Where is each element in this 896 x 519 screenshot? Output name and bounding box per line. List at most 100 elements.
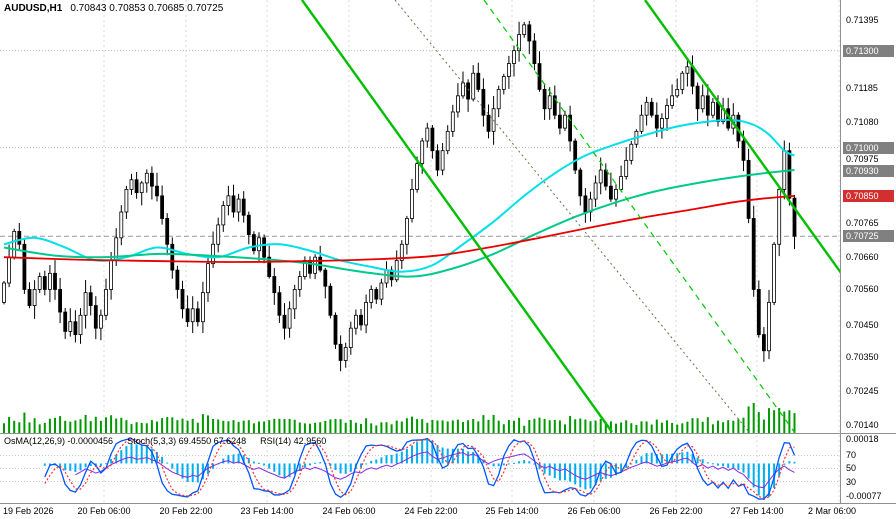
candle-body — [435, 150, 440, 171]
candle-body — [654, 114, 659, 129]
volume-bar — [405, 418, 408, 433]
candle-body — [63, 311, 68, 332]
osma-bar — [528, 461, 531, 464]
osma-bar — [201, 463, 204, 480]
candle-body — [512, 50, 516, 64]
volume-bar — [69, 421, 72, 433]
candle-body — [160, 195, 165, 219]
volume-bar — [48, 418, 51, 433]
osma-bar — [737, 463, 740, 470]
volume-bar — [635, 424, 638, 433]
volume-bar — [783, 411, 786, 433]
candle-body — [711, 101, 715, 116]
volume-bar — [599, 418, 602, 433]
candle-body — [99, 314, 103, 329]
candle-body — [563, 114, 567, 129]
osma-bar — [686, 451, 689, 464]
candle-body — [542, 88, 547, 110]
osma-bar — [762, 463, 765, 500]
osma-bar — [666, 454, 668, 464]
volume-bar — [28, 422, 31, 433]
volume-bar — [762, 419, 765, 433]
osma-bar — [273, 463, 276, 472]
osma-bar — [105, 463, 107, 465]
osma-bar — [620, 463, 623, 472]
volume-bar — [701, 421, 704, 433]
price-axis-label: 0.70450 — [846, 320, 879, 330]
volume-bar — [329, 419, 332, 433]
volume-bar — [538, 417, 541, 433]
volume-bar — [416, 419, 419, 433]
candle-body — [410, 189, 414, 219]
candle-body — [262, 237, 267, 258]
candle-body — [272, 276, 277, 294]
osma-bar — [625, 463, 628, 469]
volume-bar — [171, 417, 174, 433]
volume-bar — [349, 420, 352, 433]
volume-bar — [247, 420, 250, 433]
volume-bar — [609, 421, 612, 433]
volume-bar — [54, 417, 56, 433]
candle-body — [522, 24, 527, 35]
volume-bar — [207, 415, 209, 433]
volume-bar — [569, 415, 572, 433]
volume-bar — [604, 422, 607, 433]
osma-bar — [793, 461, 796, 464]
candle-body — [486, 114, 491, 132]
osma-bar — [298, 463, 301, 471]
price-level-badge: 0.71000 — [843, 142, 894, 154]
candle-body — [180, 289, 185, 310]
candle-body — [155, 185, 159, 197]
candle-body — [32, 289, 37, 306]
osma-bar — [319, 462, 322, 464]
price-axis-label: 0.71395 — [846, 15, 879, 25]
volume-bar — [8, 416, 11, 433]
candle-body — [241, 198, 246, 216]
descending-dotted-line — [394, 0, 750, 433]
osma-bar — [79, 463, 82, 471]
osma-bar — [696, 457, 699, 464]
stoch-legend: Stoch(5,3,3) 69.4550 67.6248 — [127, 436, 247, 446]
candle-body — [379, 282, 384, 300]
candle-body — [420, 140, 425, 165]
time-axis-label: 19 Feb 2026 — [3, 506, 54, 516]
candle-body — [762, 334, 766, 352]
osma-bar — [288, 463, 291, 478]
ohlc-values: 0.70843 0.70853 0.70685 0.70725 — [70, 3, 224, 14]
candle-body — [236, 198, 241, 213]
volume-bar — [732, 420, 735, 433]
candle-body — [680, 72, 685, 90]
osma-bar — [655, 453, 658, 464]
candle-body — [68, 321, 73, 332]
volume-bar — [99, 420, 102, 433]
osma-bar — [268, 463, 271, 469]
volume-bar — [462, 422, 464, 433]
volume-layer — [3, 403, 796, 433]
volume-bar — [487, 419, 490, 433]
osma-bar — [176, 463, 179, 474]
osma-bar — [283, 463, 286, 478]
candle-body — [165, 218, 170, 245]
candle-body — [624, 159, 629, 177]
candle-body — [547, 95, 552, 110]
volume-bar — [156, 421, 158, 433]
osma-bar — [365, 463, 368, 465]
candle-body — [690, 66, 695, 87]
candle-body — [206, 263, 210, 294]
volume-bar — [232, 420, 235, 433]
candle-body — [685, 66, 690, 74]
volume-bar — [319, 422, 322, 433]
volume-bar — [579, 418, 582, 433]
osma-bar — [278, 463, 281, 476]
volume-bar — [84, 414, 87, 433]
volume-bar — [615, 423, 617, 433]
volume-bar — [314, 422, 317, 433]
candle-body — [527, 24, 532, 42]
osma-bar — [472, 451, 475, 464]
volume-bar — [110, 415, 113, 433]
candle-body — [649, 101, 654, 116]
volume-bar — [722, 422, 725, 433]
osma-bar — [125, 446, 128, 464]
candle-body — [425, 127, 430, 142]
